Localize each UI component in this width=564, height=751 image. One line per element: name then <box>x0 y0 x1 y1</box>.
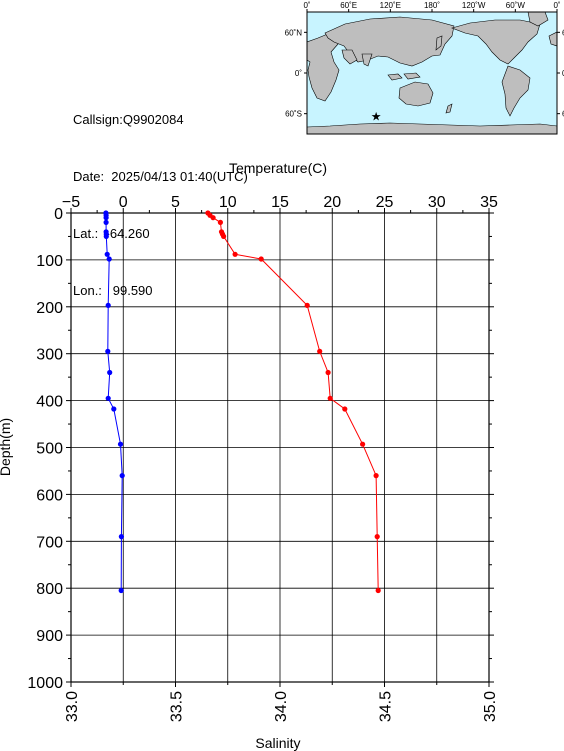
salinity-data-point <box>106 256 112 262</box>
salinity-data-point <box>111 406 117 412</box>
salinity-data-point <box>107 369 113 376</box>
map-lat-label: 60˚S <box>562 110 564 119</box>
salinity-data-point <box>104 251 110 257</box>
salinity-tick-label: 34.0 <box>273 691 290 722</box>
temperature-profile-line <box>207 212 379 591</box>
temperature-data-point <box>210 215 216 221</box>
callsign-label: Callsign:Q9902084 <box>73 112 184 127</box>
salinity-data-point <box>103 219 109 225</box>
map-lon-label: 120˚E <box>380 1 401 10</box>
salinity-data-point <box>119 473 125 479</box>
salinity-profile-line <box>105 212 123 591</box>
depth-tick-label: 1000 <box>27 675 63 692</box>
map-lat-label: 60˚S <box>285 110 302 119</box>
depth-tick-label: 500 <box>36 441 63 458</box>
temperature-axis-title: Temperature(C) <box>229 160 327 176</box>
salinity-data-point <box>105 302 111 308</box>
map-land <box>307 12 557 134</box>
temperature-data-point <box>217 219 223 225</box>
depth-tick-label: 300 <box>36 347 63 364</box>
salinity-tick-label: 33.0 <box>64 691 81 722</box>
temperature-tick-label: 15 <box>271 194 289 211</box>
depth-tick-label: 800 <box>36 581 63 598</box>
temperature-tick-label: 35 <box>480 194 498 211</box>
temperature-data-point <box>374 534 380 540</box>
temperature-tick-label: 5 <box>171 194 180 211</box>
map-lat-label: 60˚N <box>562 28 564 37</box>
longitude-label: Lon.: 99.590 <box>73 283 153 298</box>
depth-tick-label: 900 <box>36 628 63 645</box>
salinity-tick-label: 35.0 <box>482 691 499 722</box>
temperature-data-point <box>375 587 381 594</box>
temperature-data-point <box>317 348 323 354</box>
depth-tick-label: 400 <box>36 394 63 411</box>
salinity-tick-label: 33.5 <box>169 691 186 722</box>
temperature-data-point <box>232 251 238 257</box>
salinity-data-point <box>105 395 111 401</box>
salinity-axis-title: Salinity <box>255 735 300 751</box>
temperature-tick-label: 30 <box>428 194 446 211</box>
salinity-data-point <box>103 233 109 239</box>
depth-tick-label: 700 <box>36 534 63 551</box>
depth-tick-label: 0 <box>54 206 63 223</box>
map-lat-label: 0˚ <box>562 69 564 78</box>
chart-grid <box>71 212 489 683</box>
date-label: Date: 2025/04/13 01:40(UTC) <box>73 169 248 184</box>
map-lon-label: 120˚W <box>462 1 486 10</box>
map-ticks: 0˚ 60˚E 120˚E 180˚ 120˚W 60˚W 0˚ 60˚N 60˚N 0˚ 0˚ 60… <box>285 1 564 119</box>
map-lat-label: 0˚ <box>295 69 302 78</box>
map-lon-label: 0˚ <box>553 1 560 10</box>
temperature-data-point <box>373 473 379 479</box>
map-lon-label: 60˚E <box>340 1 357 10</box>
temperature-tick-label: 25 <box>376 194 394 211</box>
salinity-data-point <box>105 348 111 354</box>
temperature-data-point <box>360 441 366 447</box>
temperature-data-point <box>304 302 310 308</box>
map-lat-label: 60˚N <box>285 28 303 37</box>
salinity-tick-label: 34.5 <box>378 691 395 722</box>
station-info: Callsign:Q9902084 Date: 2025/04/13 01:40… <box>73 72 248 319</box>
salinity-data-point <box>118 534 124 540</box>
temperature-tick-label: −5 <box>62 194 80 211</box>
temperature-data-point <box>327 395 333 401</box>
temperature-data-point <box>325 369 331 376</box>
temperature-data-point <box>258 256 264 262</box>
depth-axis-title: Depth(m) <box>0 418 13 476</box>
depth-tick-label: 100 <box>36 253 63 270</box>
salinity-data-point <box>103 215 109 221</box>
depth-tick-label: 600 <box>36 487 63 504</box>
temperature-tick-label: 20 <box>323 194 341 211</box>
temperature-data-point <box>221 233 227 239</box>
temperature-tick-label: 10 <box>219 194 237 211</box>
temperature-data-point <box>342 406 348 412</box>
map-lon-label: 60˚W <box>506 1 526 10</box>
data-series <box>103 210 381 594</box>
map-lon-label: 0˚ <box>303 1 310 10</box>
map-lon-label: 180˚ <box>424 1 440 10</box>
salinity-data-point <box>118 587 124 594</box>
salinity-data-point <box>117 441 124 447</box>
depth-tick-label: 200 <box>36 300 63 317</box>
temperature-tick-label: 0 <box>119 194 128 211</box>
latitude-label: Lat.: -64.260 <box>73 226 150 241</box>
station-marker: ★ <box>371 110 382 124</box>
world-map: 0˚ 60˚E 120˚E 180˚ 120˚W 60˚W 0˚ 60˚N 60˚N 0˚ 0˚ 60… <box>285 1 564 135</box>
